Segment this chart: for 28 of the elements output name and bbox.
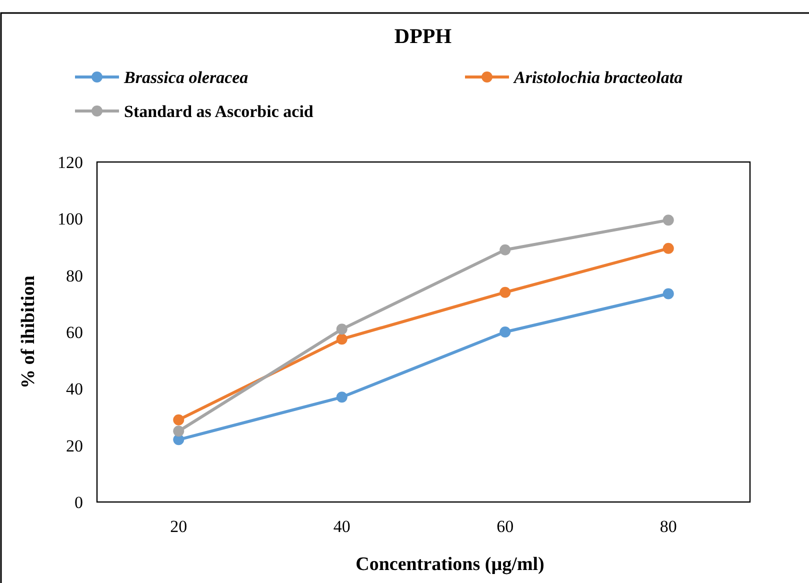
x-tick-label: 60 xyxy=(496,517,514,536)
point xyxy=(336,334,348,345)
point xyxy=(500,286,511,298)
y-axis-title: % of ihibition xyxy=(18,275,39,388)
y-tick-label: 20 xyxy=(66,436,83,456)
y-tick-label: 120 xyxy=(58,152,83,172)
point xyxy=(662,242,674,254)
point xyxy=(336,324,348,335)
chart-title: DPPH xyxy=(394,24,452,48)
x-tick-label: 40 xyxy=(333,517,350,536)
point xyxy=(500,326,511,338)
point xyxy=(500,244,511,256)
y-tick-label: 0 xyxy=(74,492,83,512)
x-tick-label: 20 xyxy=(170,517,188,536)
point xyxy=(336,392,348,403)
legend-label: Aristolochia bracteolata xyxy=(513,68,684,87)
legend-label: Brassica oleracea xyxy=(123,68,249,87)
x-tick-label: 80 xyxy=(660,517,677,536)
y-tick-label: 60 xyxy=(66,322,83,342)
point xyxy=(173,426,184,437)
x-axis-title: Concentrations (µg/ml) xyxy=(356,554,544,575)
point xyxy=(173,414,184,426)
legend-label: Standard as Ascorbic acid xyxy=(124,102,314,121)
point xyxy=(662,288,674,300)
point xyxy=(662,214,674,226)
y-tick-label: 80 xyxy=(66,266,83,286)
y-tick-label: 40 xyxy=(66,380,83,399)
y-tick-label: 100 xyxy=(58,210,83,229)
